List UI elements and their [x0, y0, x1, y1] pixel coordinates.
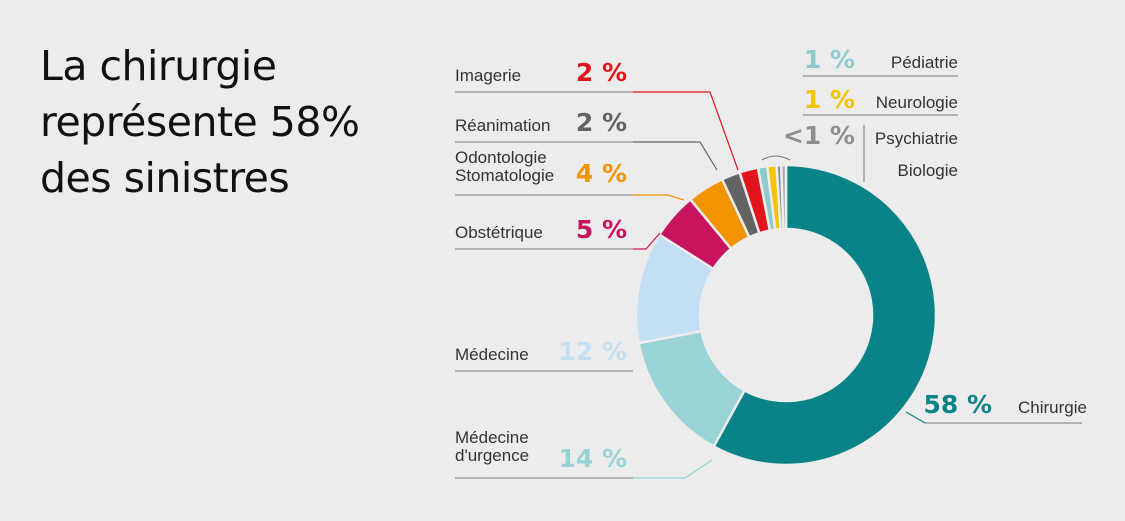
- leader-line-reanimation: [633, 141, 718, 171]
- slice-value-pediatrie: 1 %: [804, 45, 855, 74]
- leader-line-chirurgie: [905, 411, 926, 424]
- leader-line-odontologie-stomatologie: [633, 194, 685, 201]
- headline-line-1: La chirurgie: [40, 42, 277, 90]
- slice-value-odontologie-stomatologie: 4 %: [576, 159, 627, 188]
- slice-label-neurologie: Neurologie: [876, 93, 958, 112]
- leader-line-imagerie: [633, 91, 739, 171]
- slice-value-obstetrique: 5 %: [576, 215, 627, 244]
- slice-value-medecine-d-urgence: 14 %: [558, 444, 627, 473]
- slice-label-odontologie-stomatologie-line-2: Stomatologie: [455, 166, 554, 185]
- slice-value-imagerie: 2 %: [576, 58, 627, 87]
- slice-chirurgie: [712, 163, 938, 467]
- headline-line-2: représente 58%: [40, 98, 360, 146]
- slice-label-imagerie: Imagerie: [455, 66, 521, 85]
- slice-label-obstetrique: Obstétrique: [455, 223, 543, 242]
- slice-label-medecine-d-urgence-line-1: Médecine: [455, 428, 529, 447]
- leader-line-medecine-d-urgence: [633, 459, 713, 479]
- slice-label-medecine: Médecine: [455, 345, 529, 364]
- leader-line-obstetrique: [633, 232, 661, 250]
- slice-value-psychiatrie: <1 %: [783, 121, 855, 150]
- slice-label-chirurgie: Chirurgie: [1018, 398, 1087, 417]
- headline-line-3: des sinistres: [40, 154, 290, 202]
- group-bracket: [761, 155, 791, 161]
- slice-label-reanimation: Réanimation: [455, 116, 550, 135]
- slice-value-medecine: 12 %: [558, 337, 627, 366]
- slice-value-neurologie: 1 %: [804, 85, 855, 114]
- slice-label-medecine-d-urgence-line-2: d'urgence: [455, 446, 529, 465]
- slice-label-psychiatrie: Psychiatrie: [875, 129, 958, 148]
- slice-label-biologie: Biologie: [898, 161, 959, 180]
- slice-label-odontologie-stomatologie-line-1: Odontologie: [455, 148, 547, 167]
- slice-biologie: [779, 163, 788, 231]
- slice-value-chirurgie: 58 %: [923, 390, 992, 419]
- slice-value-reanimation: 2 %: [576, 108, 627, 137]
- slice-label-pediatrie: Pédiatrie: [891, 53, 958, 72]
- page-title: La chirurgie représente 58% des sinistre…: [40, 38, 420, 206]
